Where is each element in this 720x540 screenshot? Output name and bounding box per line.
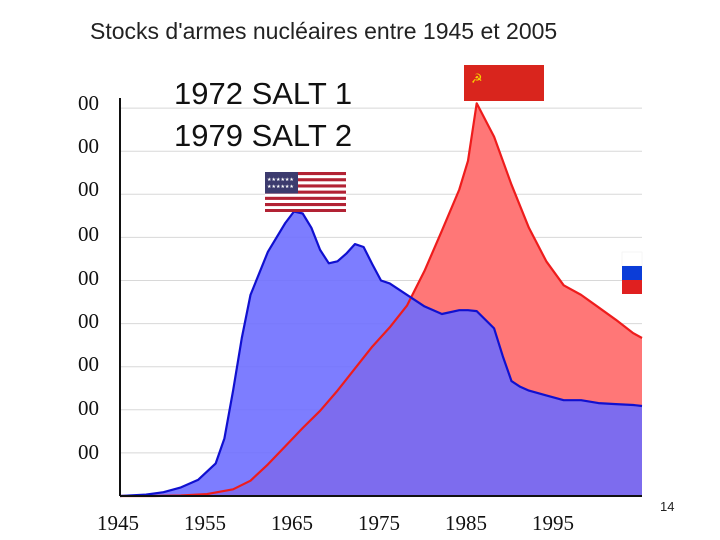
ussr-flag-icon: ☭: [464, 65, 544, 101]
svg-text:☭: ☭: [471, 72, 483, 87]
russia-flag-icon: [621, 251, 643, 294]
x-tick-label: 1945: [97, 511, 139, 535]
x-tick-label: 1985: [445, 511, 487, 535]
area-series-1: [120, 211, 642, 496]
y-tick-label: 00: [78, 91, 99, 115]
x-tick-label: 1965: [271, 511, 313, 535]
x-tick-label: 1975: [358, 511, 400, 535]
y-tick-label: 00: [78, 134, 99, 158]
usa-flag-icon: ★★★★★★ ★★★★★★: [265, 172, 346, 212]
annotation-salt-1: 1972 SALT 1: [174, 76, 353, 111]
y-tick-label: 00: [78, 177, 99, 201]
page-number: 14: [660, 499, 675, 514]
chart-title: Stocks d'armes nucléaires entre 1945 et …: [90, 18, 558, 44]
series-line-0: [120, 102, 643, 498]
y-tick-label: 00: [78, 222, 99, 246]
y-tick-label: 00: [78, 266, 99, 290]
series-line-1: [119, 210, 643, 498]
x-tick-label: 1955: [184, 511, 226, 535]
y-tick-label: 00: [78, 440, 99, 464]
y-tick-label: 00: [78, 396, 99, 420]
y-tick-label: 00: [78, 352, 99, 376]
x-tick-label: 1995: [532, 511, 574, 535]
svg-text:★★★★★★: ★★★★★★: [267, 177, 294, 183]
y-tick-label: 00: [78, 309, 99, 333]
svg-text:★★★★★★: ★★★★★★: [267, 184, 294, 190]
annotation-salt-2: 1979 SALT 2: [174, 118, 353, 153]
